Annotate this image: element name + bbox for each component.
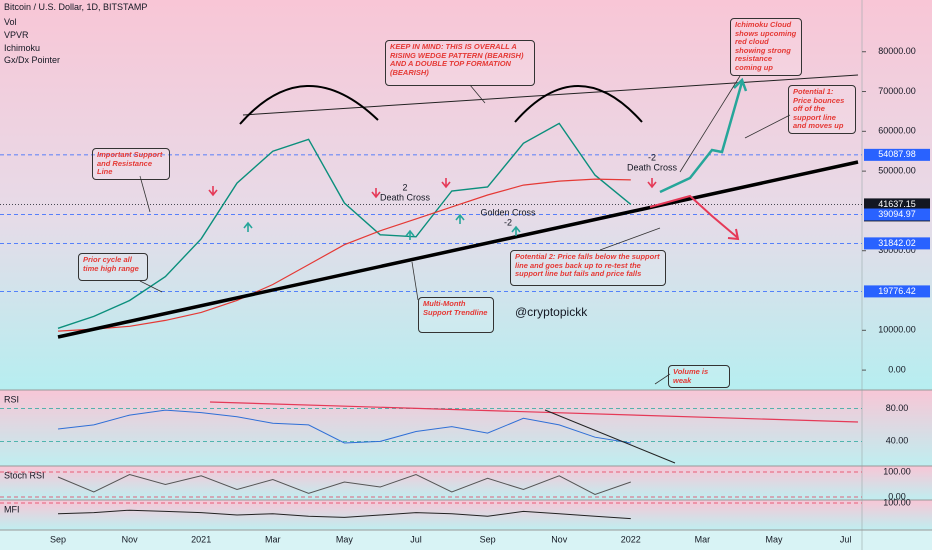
price-label: 54087.98 (878, 149, 916, 159)
annotation: Important Support and Resistance Line (92, 148, 170, 180)
x-tick-label: Mar (695, 534, 711, 544)
callout (599, 227, 661, 251)
y-tick-label: 30000.00 (878, 245, 916, 255)
price-label: 39094.97 (878, 209, 916, 219)
series-line (57, 178, 631, 332)
y-tick-label: 100.00 (883, 466, 911, 476)
annotation: KEEP IN MIND: THIS IS OVERALL A RISING W… (385, 40, 535, 86)
watermark: @cryptopickk (515, 305, 588, 319)
price-pane (0, 0, 932, 390)
arrow-head (733, 77, 748, 92)
bull-projection (659, 81, 744, 194)
indicator-label: VPVR (4, 30, 29, 40)
down-arrow (647, 178, 657, 189)
x-tick-label: Sep (50, 534, 66, 544)
rsi-pane (0, 390, 932, 466)
pane-title: Stoch RSI (4, 470, 45, 480)
x-tick-label: 2022 (621, 534, 641, 544)
callout (744, 114, 791, 139)
support-trendline (57, 160, 859, 339)
signal-arrows (208, 178, 657, 240)
x-tick-label: Mar (265, 534, 281, 544)
down-arrow (208, 186, 218, 197)
x-tick-label: Jul (410, 534, 422, 544)
y-tick-label: 50000.00 (878, 165, 916, 175)
rsi-trendline (209, 401, 859, 423)
price-badge (864, 198, 930, 211)
up-arrow (511, 225, 521, 236)
chart-title: Bitcoin / U.S. Dollar, 1D, BITSTAMP (4, 2, 148, 12)
rsi-trendline (544, 409, 676, 464)
annotation: Multi-Month Support Trendline (418, 297, 494, 333)
y-tick-label: 70000.00 (878, 86, 916, 96)
price-label: 41637.15 (878, 199, 916, 209)
up-arrow (405, 229, 415, 240)
callout (469, 84, 486, 104)
price-badge (864, 148, 930, 161)
signal-label: Death Cross (627, 162, 678, 172)
time-axis (0, 530, 932, 550)
x-tick-label: Nov (551, 534, 568, 544)
price-label: 31842.02 (878, 238, 916, 248)
price-badge (864, 285, 930, 298)
price-badge (864, 208, 930, 221)
series-line (57, 122, 632, 329)
x-tick-label: Nov (122, 534, 139, 544)
annotation: Volume is weak (668, 365, 730, 388)
y-tick-label: 80000.00 (878, 46, 916, 56)
y-tick-label: 0.00 (888, 364, 906, 374)
y-tick-label: 10000.00 (878, 325, 916, 335)
signal-count: -2 (648, 152, 656, 162)
indicator-label: Gx/Dx Pointer (4, 55, 61, 65)
callout (654, 373, 671, 385)
pane-title: RSI (4, 394, 19, 404)
top-arc (239, 85, 379, 125)
marks: 0.00 10000.00 30000.00 50000.00 60000.00 7000… (0, 46, 930, 544)
x-tick-label: May (765, 534, 783, 544)
annotation: Potential 2: Price falls below the suppo… (510, 250, 666, 286)
signal-label: Death Cross (380, 192, 431, 202)
callout-lines (139, 75, 791, 385)
indicator-label: Vol (4, 17, 17, 27)
down-arrow (441, 178, 451, 189)
x-tick-label: Sep (480, 534, 496, 544)
callout (139, 175, 151, 213)
y-tick-label: 60000.00 (878, 126, 916, 136)
indicator-label: Ichimoku (4, 43, 41, 53)
price-badge (864, 237, 930, 250)
annotation: Potential 1: Price bounces off of the su… (788, 85, 856, 134)
wedge-line (242, 74, 859, 116)
y-tick-label: 40.00 (886, 436, 909, 446)
x-tick-label: Jul (840, 534, 852, 544)
x-tick-label: 2021 (191, 534, 211, 544)
callout (679, 75, 741, 173)
price-label: 19776.42 (878, 286, 916, 296)
top-arc (514, 85, 643, 123)
annotation: Ichimoku Cloud shows upcoming red cloud … (730, 18, 802, 76)
signal-count: 2 (402, 182, 407, 192)
series-line (57, 409, 631, 444)
callout (411, 261, 419, 301)
signal-count: -2 (504, 217, 512, 227)
y-tick-label: 0.00 (888, 491, 906, 501)
series-line (57, 509, 631, 520)
y-tick-label: 100.00 (883, 497, 911, 507)
stoch-pane (0, 466, 932, 500)
series-line (57, 473, 631, 496)
up-arrow (243, 221, 253, 232)
x-tick-label: May (336, 534, 354, 544)
signal-label: Golden Cross (480, 207, 536, 217)
y-tick-label: 80.00 (886, 403, 909, 413)
bear-projection (649, 194, 739, 239)
arrow-head (727, 228, 740, 241)
down-arrow (371, 188, 381, 199)
up-arrow (455, 213, 465, 224)
pane-title: MFI (4, 504, 20, 514)
callout (139, 280, 163, 293)
annotation: Prior cycle all time high range (78, 253, 148, 281)
